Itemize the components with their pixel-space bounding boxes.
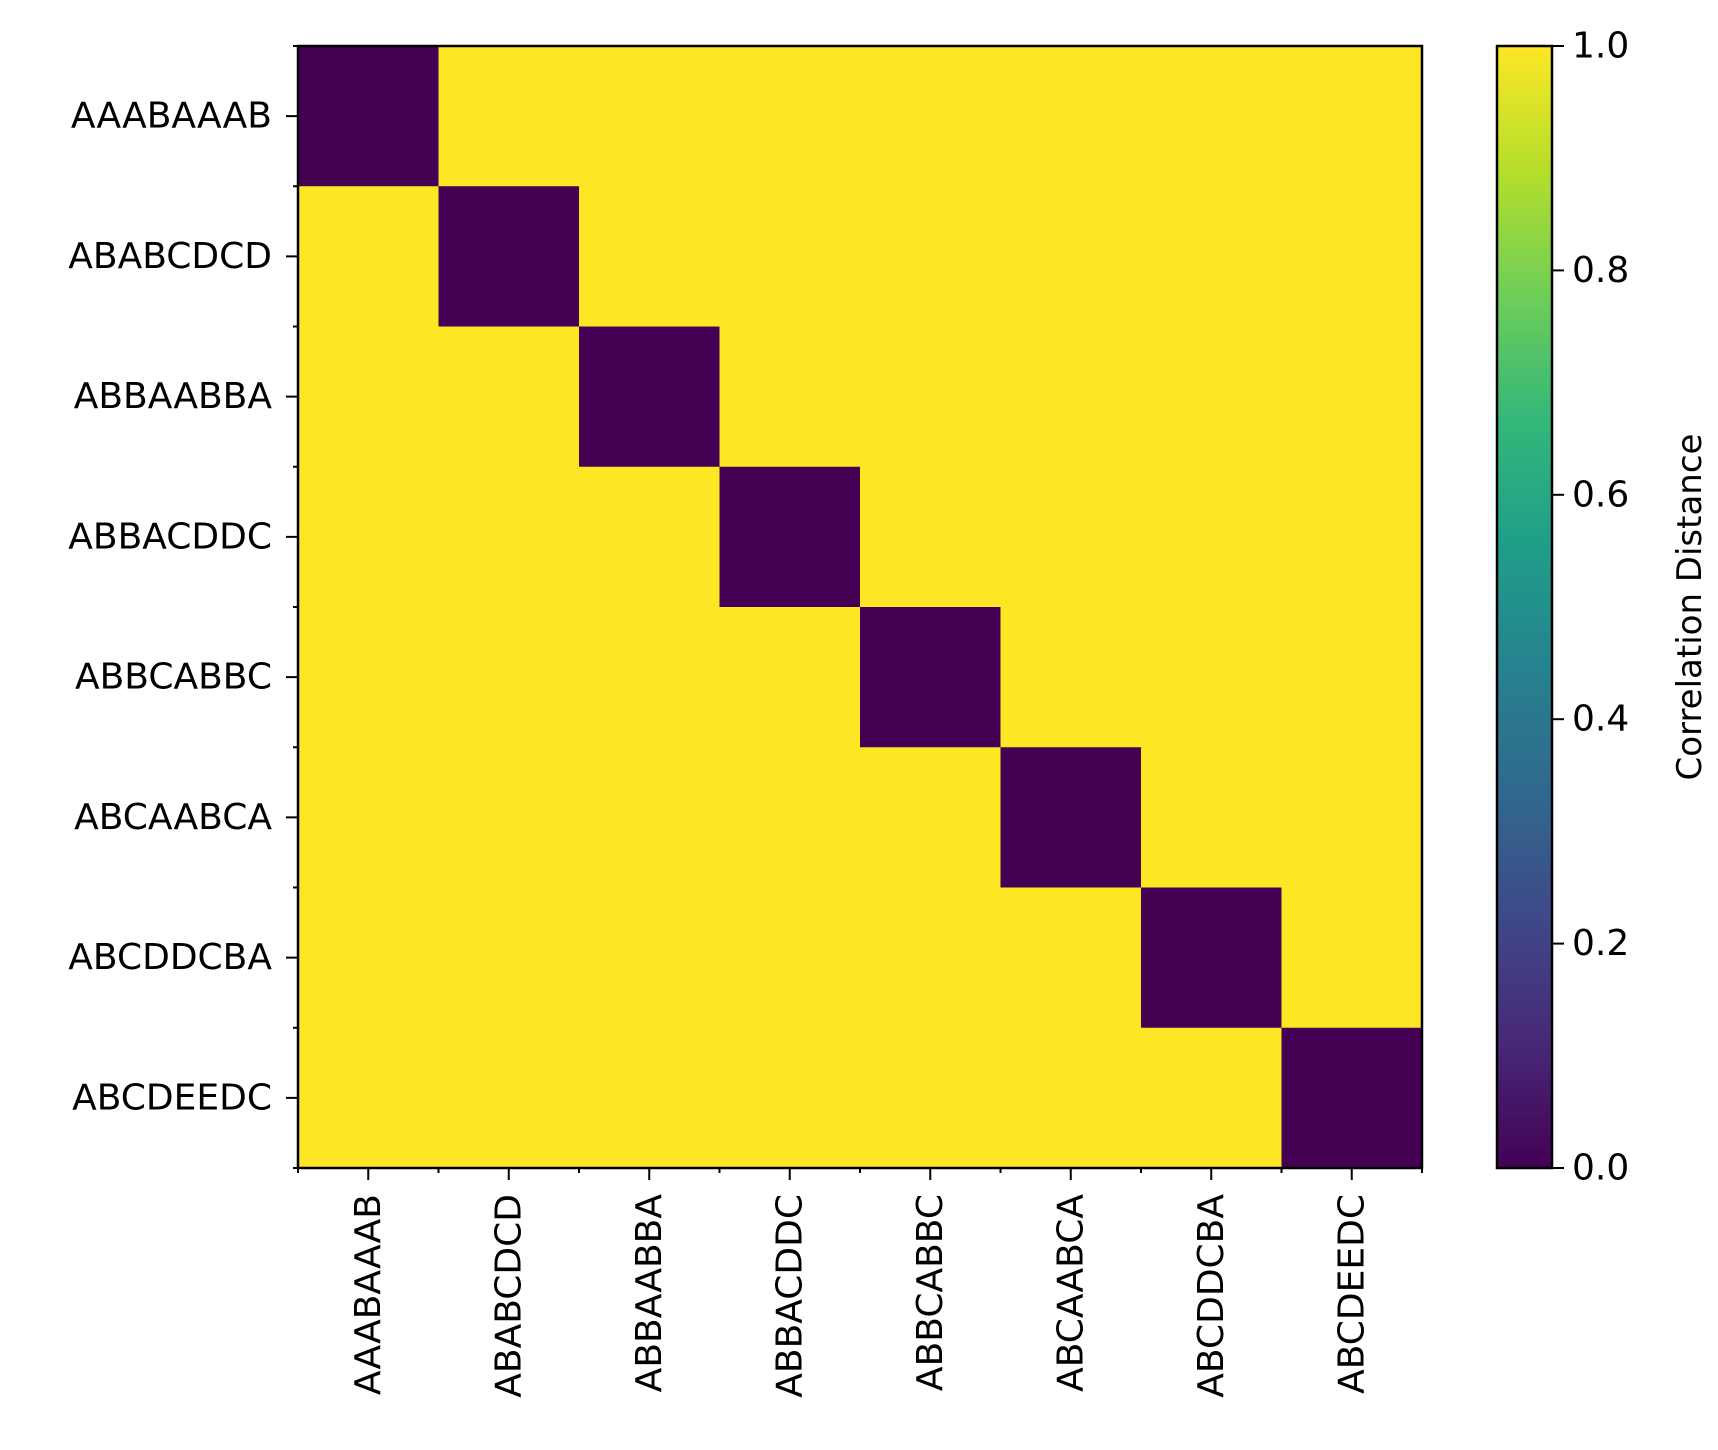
heatmap-cell xyxy=(298,887,440,1029)
heatmap-cell xyxy=(1000,46,1142,187)
heatmap-cell xyxy=(579,466,721,608)
heatmap-cell xyxy=(1000,466,1142,608)
heatmap-cell xyxy=(860,46,1002,187)
y-tick-label: ABCDEEDC xyxy=(72,1077,272,1118)
heatmap-cell xyxy=(579,46,721,187)
heatmap-cells xyxy=(298,46,1423,1169)
heatmap-cell xyxy=(719,186,861,328)
x-tick-label: ABCDEEDC xyxy=(1331,1194,1372,1394)
heatmap-cell xyxy=(719,887,861,1029)
heatmap-cell xyxy=(1141,466,1283,608)
x-tick-label: ABABCDCD xyxy=(488,1194,529,1398)
heatmap-cell xyxy=(1000,887,1142,1029)
colorbar-tick-label: 0.2 xyxy=(1572,923,1629,964)
colorbar-label: Correlation Distance xyxy=(1670,434,1710,781)
heatmap-cell xyxy=(1000,607,1142,748)
heatmap-cell xyxy=(1000,326,1142,468)
heatmap-cell xyxy=(1281,887,1423,1029)
colorbar-tick-label: 1.0 xyxy=(1572,26,1629,67)
heatmap-cell xyxy=(1281,466,1423,608)
heatmap-cell xyxy=(579,326,721,468)
y-tick-label: ABCAABCA xyxy=(74,797,272,838)
x-axis: AAABAAAB ABABCDCD ABBAABBA ABBACDDC ABBCABBC… xyxy=(297,1168,1423,1398)
heatmap-cell xyxy=(719,747,861,889)
heatmap-cell xyxy=(438,46,580,187)
x-tick-label: ABBACDDC xyxy=(769,1194,810,1398)
heatmap-cell xyxy=(1000,747,1142,889)
colorbar-gradient xyxy=(1495,44,1554,1170)
heatmap-cell xyxy=(719,46,861,187)
heatmap-cell xyxy=(298,46,440,187)
heatmap-cell xyxy=(438,326,580,468)
y-tick-label: ABABCDCD xyxy=(68,236,272,277)
heatmap-cell xyxy=(1141,326,1283,468)
colorbar-tick-label: 0.8 xyxy=(1572,250,1629,291)
y-tick-label: ABBCABBC xyxy=(75,657,272,698)
heatmap-cell xyxy=(579,186,721,328)
heatmap-cell xyxy=(860,887,1002,1029)
y-axis: AAABAAAB ABABCDCD ABBAABBA ABBACDDC ABBCABBC… xyxy=(68,45,298,1169)
heatmap-cell xyxy=(438,887,580,1029)
heatmap-cell xyxy=(1141,186,1283,328)
heatmap-cell xyxy=(298,1027,440,1169)
colorbar-ticks: 0.0 0.2 0.4 0.6 0.8 1.0 xyxy=(1552,26,1629,1189)
heatmap-cell xyxy=(1281,46,1423,187)
heatmap-cell xyxy=(1141,1027,1283,1169)
heatmap-cell xyxy=(1141,607,1283,748)
heatmap-cell xyxy=(719,326,861,468)
heatmap-cell xyxy=(860,1027,1002,1169)
heatmap-cell xyxy=(860,607,1002,748)
colorbar: 0.0 0.2 0.4 0.6 0.8 1.0 Correlation Distance xyxy=(1495,26,1710,1189)
heatmap-cell xyxy=(298,466,440,608)
heatmap-cell xyxy=(1141,747,1283,889)
y-tick-label: AAABAAAB xyxy=(71,96,272,137)
x-tick-label: ABCAABCA xyxy=(1050,1194,1091,1392)
heatmap-cell xyxy=(298,607,440,748)
y-tick-label: ABBAABBA xyxy=(74,376,273,417)
x-tick-label: ABBAABBA xyxy=(629,1194,670,1393)
heatmap-cell xyxy=(438,466,580,608)
heatmap-cell xyxy=(438,186,580,328)
heatmap-cell xyxy=(438,1027,580,1169)
heatmap-cell xyxy=(1281,747,1423,889)
heatmap-cell xyxy=(719,466,861,608)
y-tick-label: ABCDDCBA xyxy=(68,937,272,978)
x-tick-label: ABBCABBC xyxy=(910,1194,951,1391)
heatmap-cell xyxy=(860,186,1002,328)
heatmap-cell xyxy=(860,326,1002,468)
heatmap-cell xyxy=(1281,326,1423,468)
colorbar-tick-label: 0.4 xyxy=(1572,699,1629,740)
colorbar-tick-label: 0.0 xyxy=(1572,1148,1629,1189)
colorbar-tick-label: 0.6 xyxy=(1572,474,1629,515)
heatmap-cell xyxy=(298,747,440,889)
heatmap-cell xyxy=(1141,887,1283,1029)
heatmap-cell xyxy=(1281,607,1423,748)
y-tick-label: ABBACDDC xyxy=(68,516,272,557)
x-tick-label: AAABAAAB xyxy=(348,1194,389,1395)
heatmap-cell xyxy=(719,607,861,748)
heatmap-cell xyxy=(1000,186,1142,328)
heatmap-cell xyxy=(438,607,580,748)
heatmap-cell xyxy=(860,747,1002,889)
heatmap-cell xyxy=(1141,46,1283,187)
heatmap-cell xyxy=(579,747,721,889)
heatmap-cell xyxy=(1000,1027,1142,1169)
heatmap-cell xyxy=(579,887,721,1029)
heatmap-cell xyxy=(719,1027,861,1169)
heatmap-cell xyxy=(579,1027,721,1169)
heatmap-cell xyxy=(298,326,440,468)
heatmap-cell xyxy=(438,747,580,889)
heatmap-cell xyxy=(579,607,721,748)
heatmap-cell xyxy=(298,186,440,328)
heatmap-cell xyxy=(1281,1027,1423,1169)
heatmap-cell xyxy=(1281,186,1423,328)
heatmap-cell xyxy=(860,466,1002,608)
x-tick-label: ABCDDCBA xyxy=(1191,1194,1232,1398)
